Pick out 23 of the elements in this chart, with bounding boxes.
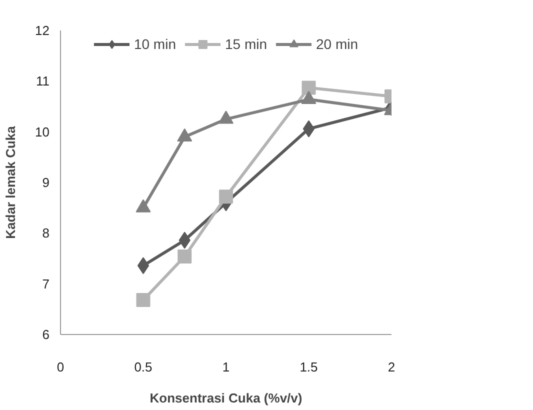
point <box>302 80 316 95</box>
legend-label: 10 min <box>134 36 176 52</box>
y-axis-title: Kadar lemak Cuka <box>3 125 18 239</box>
point <box>136 293 150 308</box>
legend-label: 15 min <box>224 36 268 52</box>
x-tick-label: 0 <box>56 360 64 374</box>
y-tick-label: 6 <box>42 327 50 342</box>
y-tick-label: 8 <box>42 226 50 241</box>
y-tick-label: 9 <box>42 175 50 190</box>
point <box>137 257 150 274</box>
legend-label: 20 min <box>316 36 358 52</box>
point <box>302 120 315 138</box>
y-tick-label: 10 <box>35 124 50 140</box>
x-tick-label: 1 <box>222 360 230 374</box>
x-axis-title: Konsentrasi Cuka (%v/v) <box>150 390 302 406</box>
point <box>178 249 192 264</box>
x-tick-label: 0.5 <box>134 360 152 374</box>
y-tick-label: 11 <box>36 74 50 89</box>
point <box>219 190 233 204</box>
y-tick-label: 7 <box>42 276 50 292</box>
x-tick-label: 2 <box>388 360 396 374</box>
x-tick-label: 1.5 <box>300 360 318 374</box>
y-tick-label: 12 <box>35 23 50 38</box>
